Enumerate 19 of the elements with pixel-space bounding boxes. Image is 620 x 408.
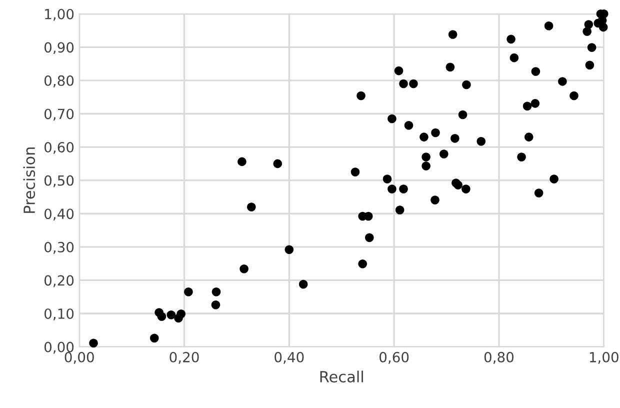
x-tick-label: 0,40 <box>274 352 304 364</box>
y-tick-label: 0,40 <box>44 208 74 221</box>
y-tick-label: 0,20 <box>44 275 74 288</box>
x-tick-label: 0,80 <box>484 352 514 364</box>
y-tick-label: 0,50 <box>44 175 74 188</box>
y-tick-label: 0,90 <box>44 42 74 54</box>
y-tick-label: 0,30 <box>44 242 74 254</box>
y-tick-label: 0,60 <box>44 142 74 154</box>
y-tick-label: 0,70 <box>44 108 74 121</box>
y-tick-label: 1,00 <box>45 8 74 21</box>
y-tick-label: 0,10 <box>44 308 74 320</box>
y-tick-label: 0,80 <box>44 75 74 88</box>
x-tick-label: 0,00 <box>64 352 94 364</box>
x-tick-label: 0,20 <box>170 352 199 364</box>
x-tick-label: 1,00 <box>590 352 618 364</box>
x-axis-title: Recall <box>320 370 363 382</box>
y-tick-label: 0,00 <box>44 342 74 354</box>
x-tick-label: 0,60 <box>380 352 409 364</box>
y-axis-title: Precision <box>23 148 36 213</box>
